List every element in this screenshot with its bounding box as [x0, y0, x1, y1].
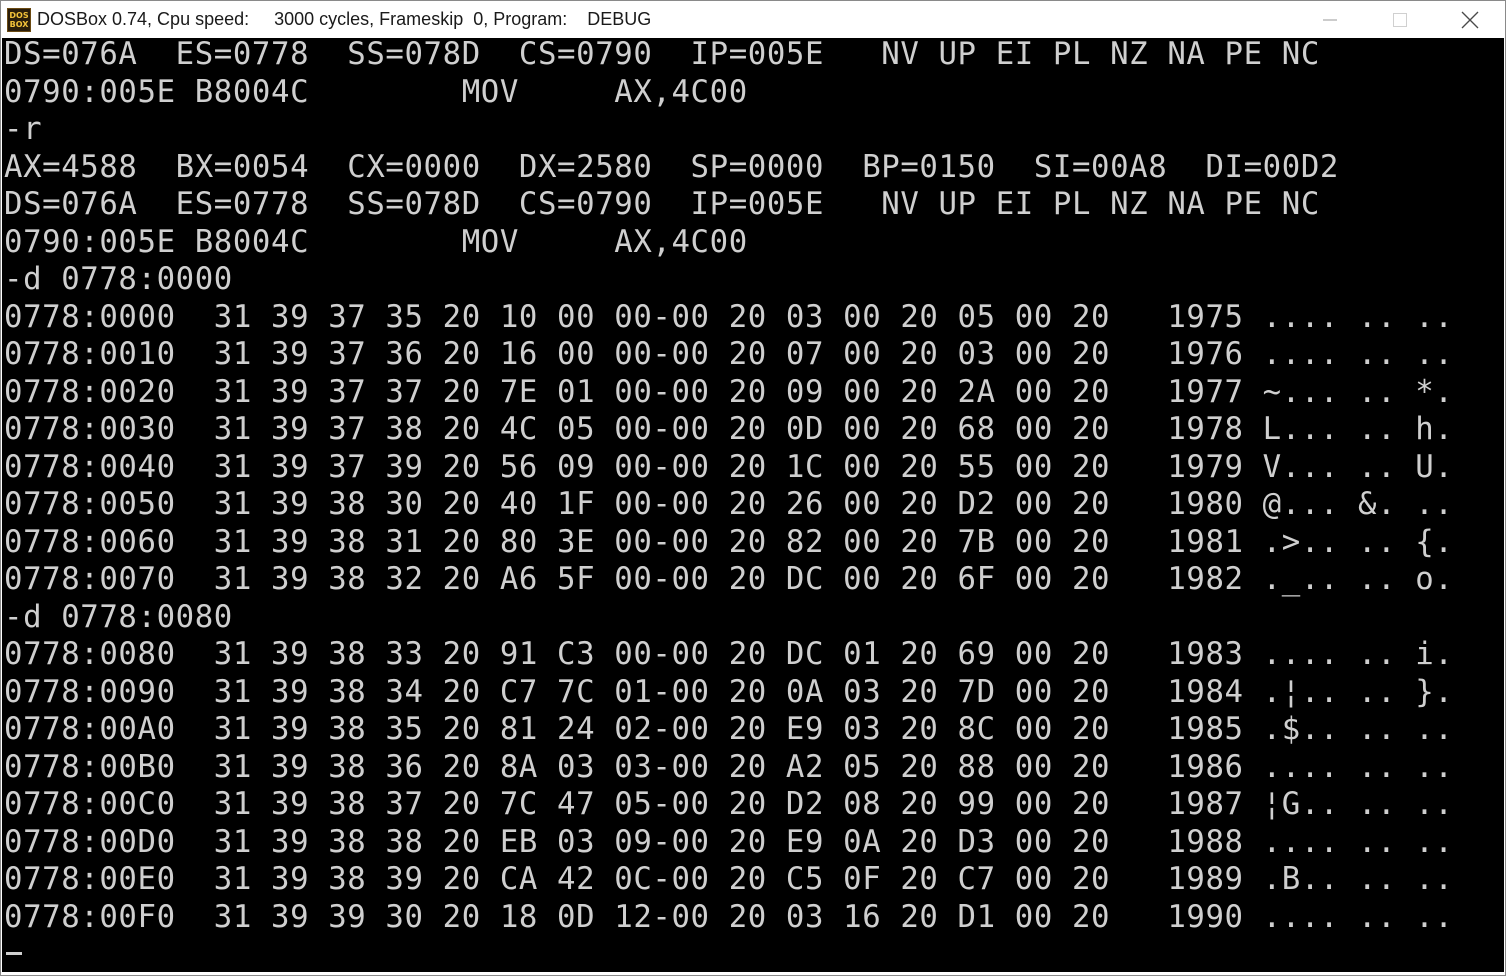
terminal-line: -r [4, 111, 43, 147]
terminal-line: 0778:0050 31 39 38 30 20 40 1F 00-00 20 … [4, 486, 1454, 522]
terminal-line: 0778:00A0 31 39 38 35 20 81 24 02-00 20 … [4, 711, 1454, 747]
terminal-line: 0778:0000 31 39 37 35 20 10 00 00-00 20 … [4, 298, 1454, 335]
maximize-icon [1393, 12, 1407, 27]
terminal-line: 0778:0030 31 39 37 38 20 4C 05 00-00 20 … [4, 411, 1454, 447]
terminal-line: 0778:00C0 31 39 38 37 20 7C 47 05-00 20 … [4, 786, 1454, 822]
terminal-line: 0778:00D0 31 39 38 38 20 EB 03 09-00 20 … [4, 823, 1454, 860]
terminal-line: 0778:0090 31 39 38 34 20 C7 7C 01-00 20 … [4, 673, 1454, 710]
terminal-line: 0778:0020 31 39 37 37 20 7E 01 00-00 20 … [4, 373, 1454, 410]
text-cursor [6, 952, 22, 955]
terminal-line: 0778:00B0 31 39 38 36 20 8A 03 03-00 20 … [4, 748, 1454, 785]
close-button[interactable] [1435, 1, 1505, 38]
window-controls [1295, 1, 1505, 38]
terminal-line: 0778:0070 31 39 38 32 20 A6 5F 00-00 20 … [4, 561, 1454, 597]
icon-text-top: DOS [9, 10, 29, 20]
terminal-line: 0778:0080 31 39 38 33 20 91 C3 00-00 20 … [4, 636, 1454, 672]
terminal-line: DS=076A ES=0778 SS=078D CS=0790 IP=005E … [4, 38, 1320, 72]
icon-text-bottom: BOX [9, 19, 29, 29]
terminal-line: 0778:0010 31 39 37 36 20 16 00 00-00 20 … [4, 336, 1454, 372]
terminal-line: 0790:005E B8004C MOV AX,4C00 [4, 73, 748, 110]
minimize-button[interactable] [1295, 1, 1365, 38]
window-title: DOSBox 0.74, Cpu speed: 3000 cycles, Fra… [37, 9, 652, 29]
terminal-line: 0778:0040 31 39 37 39 20 56 09 00-00 20 … [4, 448, 1454, 485]
terminal-line: AX=4588 BX=0054 CX=0000 DX=2580 SP=0000 … [4, 148, 1339, 185]
dos-terminal[interactable]: DS=076A ES=0778 SS=078D CS=0790 IP=005E … [2, 38, 1504, 972]
close-icon [1461, 11, 1479, 28]
title-bar[interactable]: DOS BOX DOSBox 0.74, Cpu speed: 3000 cyc… [1, 1, 1505, 38]
minimize-icon [1323, 19, 1337, 20]
terminal-line: 0778:00E0 31 39 38 39 20 CA 42 0C-00 20 … [4, 861, 1454, 897]
terminal-line: 0778:0060 31 39 38 31 20 80 3E 00-00 20 … [4, 523, 1454, 560]
terminal-line: DS=076A ES=0778 SS=078D CS=0790 IP=005E … [4, 186, 1320, 222]
dosbox-icon[interactable]: DOS BOX [7, 7, 31, 32]
terminal-line: 0778:00F0 31 39 39 30 20 18 0D 12-00 20 … [4, 898, 1454, 935]
maximize-button[interactable] [1365, 1, 1435, 38]
terminal-line: -d 0778:0080 [4, 598, 233, 635]
terminal-line: -d 0778:0000 [4, 261, 233, 297]
terminal-line: 0790:005E B8004C MOV AX,4C00 [4, 223, 748, 260]
